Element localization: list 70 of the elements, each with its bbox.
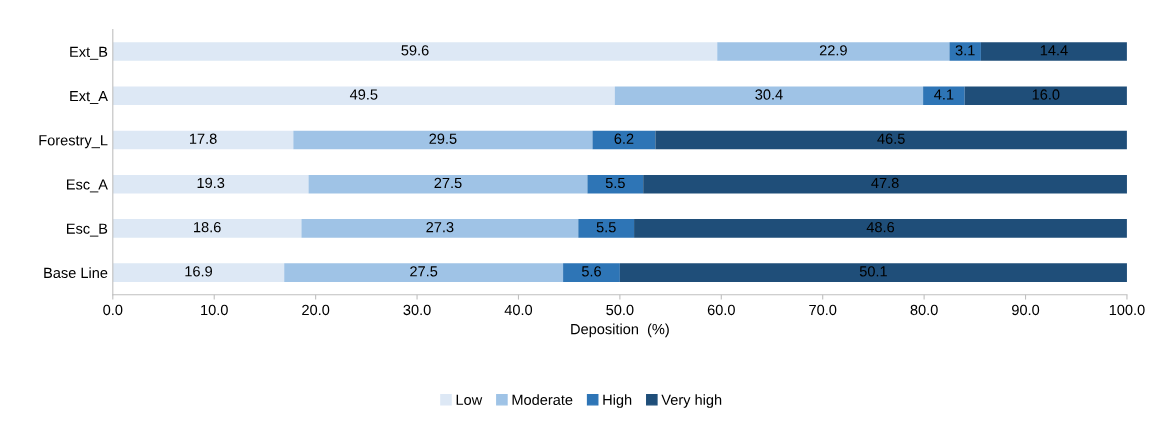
bar <box>923 86 965 106</box>
bar <box>619 263 1127 282</box>
legend-label: High <box>603 394 632 408</box>
bar <box>634 219 1127 238</box>
data-label: 6.2 <box>614 133 634 144</box>
x-tick-label: 20.0 <box>302 304 330 316</box>
data-label: 5.5 <box>596 222 616 233</box>
x-tick-label: 60.0 <box>707 304 735 316</box>
y-tick-label: Ext_B <box>70 46 108 60</box>
x-tick-label: 30.0 <box>403 304 431 316</box>
x-axis-title: Deposition (%) <box>571 323 669 338</box>
legend-label: Moderate <box>512 394 573 405</box>
data-label: 16.0 <box>1032 89 1060 100</box>
data-label: 50.1 <box>859 266 887 277</box>
y-tick-label: Forestry_L <box>39 135 108 149</box>
x-tick-label: 50.0 <box>606 304 634 316</box>
y-tick-label: Esc_B <box>67 223 108 237</box>
x-tick-label: 0.0 <box>103 304 123 316</box>
data-label: 5.6 <box>581 266 601 277</box>
data-label: 48.6 <box>866 221 895 233</box>
data-label: 22.9 <box>819 45 847 56</box>
data-label: 27.3 <box>426 221 454 233</box>
x-tick-label: 10.0 <box>201 304 228 316</box>
data-label: 19.3 <box>197 177 225 189</box>
data-label: 47.8 <box>871 177 899 189</box>
bar <box>717 42 950 61</box>
bar <box>578 219 635 238</box>
y-tick-label: Ext_A <box>70 91 108 104</box>
data-label: 18.6 <box>194 221 221 233</box>
bar <box>112 130 294 150</box>
y-tick-label: Esc_A <box>67 179 108 193</box>
bar <box>614 86 924 106</box>
bar <box>112 263 285 282</box>
bar <box>964 86 1127 106</box>
bar <box>643 174 1127 194</box>
x-tick-label: 40.0 <box>504 304 533 316</box>
bar <box>301 219 579 238</box>
x-tick-label: 80.0 <box>910 304 938 316</box>
bar <box>980 42 1127 61</box>
data-label: 14.4 <box>1040 45 1068 56</box>
y-tick-label: Base Line <box>44 267 108 279</box>
x-tick-label: 100.0 <box>1109 304 1145 316</box>
data-label: 29.5 <box>429 133 457 144</box>
bar <box>563 263 620 282</box>
bar <box>284 263 564 282</box>
x-tick-label: 90.0 <box>1012 304 1040 316</box>
bar <box>308 174 588 194</box>
bar <box>293 130 593 150</box>
legend-label: Very high <box>661 394 722 408</box>
data-label: 3.1 <box>955 45 975 56</box>
bar <box>112 42 718 61</box>
data-label: 46.5 <box>877 133 905 144</box>
data-label: 5.5 <box>605 177 625 189</box>
bar <box>949 42 981 61</box>
data-label: 27.5 <box>434 177 462 189</box>
data-label: 59.6 <box>401 45 429 56</box>
data-label: 27.5 <box>410 266 438 277</box>
data-label: 4.1 <box>934 89 954 100</box>
bar <box>655 130 1127 150</box>
data-label: 30.4 <box>755 89 783 100</box>
data-label: 49.5 <box>349 89 378 100</box>
bar <box>587 174 644 194</box>
bar <box>112 219 302 238</box>
bar <box>592 130 656 150</box>
bar <box>112 174 309 194</box>
x-tick-label: 70.0 <box>809 304 837 316</box>
legend-label: Low <box>456 394 483 405</box>
data-label: 17.8 <box>189 133 217 144</box>
data-label: 16.9 <box>185 266 213 277</box>
bar <box>112 86 615 106</box>
